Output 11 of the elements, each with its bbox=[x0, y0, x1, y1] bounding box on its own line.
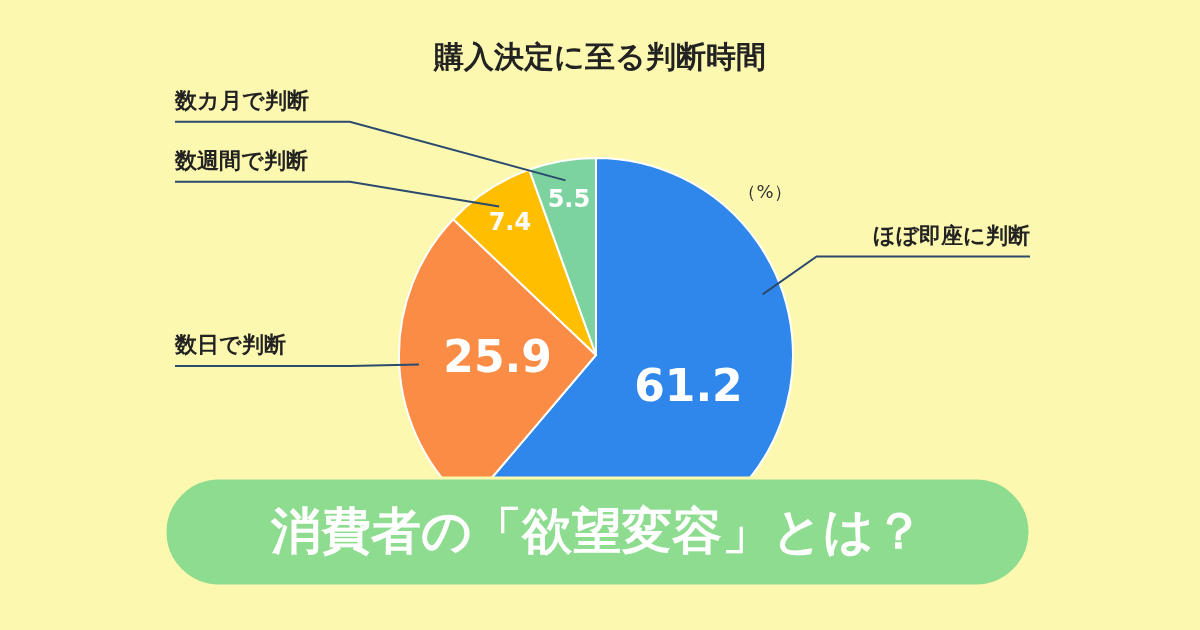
slice-label: 数週間で判断 bbox=[174, 147, 308, 173]
data-label: 61.2 bbox=[634, 359, 743, 411]
data-label: 7.4 bbox=[488, 208, 532, 237]
text: 消費者の「欲望変容」とは？ bbox=[269, 501, 924, 560]
data-label: 5.5 bbox=[547, 184, 591, 213]
text: （%） bbox=[738, 181, 792, 202]
slice-label: 数日で判断 bbox=[174, 332, 286, 358]
chart-title: 購入決定に至る判断時間 bbox=[433, 38, 766, 74]
slice-label: ほぼ即座に判断 bbox=[873, 222, 1030, 248]
data-label: 25.9 bbox=[443, 331, 552, 383]
slice-label: 数カ月で判断 bbox=[174, 87, 309, 113]
